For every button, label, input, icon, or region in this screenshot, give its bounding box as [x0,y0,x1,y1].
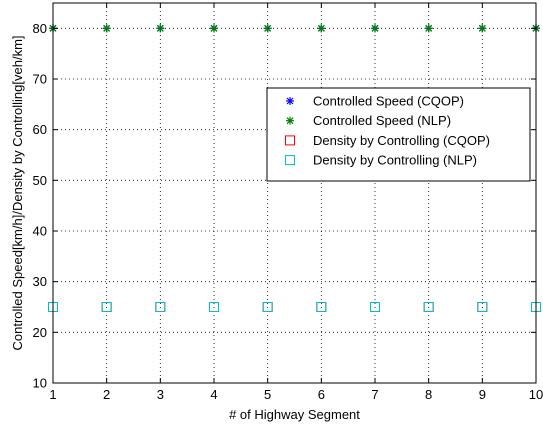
x-tick-label: 2 [103,387,110,402]
y-tick-label: 50 [33,173,47,188]
legend-label-3: Density by Controlling (CQOP) [313,133,490,148]
legend-marker-1 [286,97,294,105]
data-point-s4-6 [316,302,327,312]
x-tick-label: 9 [479,387,486,402]
x-axis-label: # of Highway Segment [229,407,360,422]
plot-background [53,3,536,383]
data-point-s2-4 [210,24,218,33]
data-point-s2-6 [317,24,326,33]
data-point-s4-9 [477,302,488,312]
data-point-s2-2 [102,24,111,33]
x-tick-label: 8 [425,387,432,402]
data-point-s2-3-d2 [156,24,164,32]
y-tick-label: 20 [33,325,47,340]
data-point-s2-5-d2 [264,24,272,32]
legend-box [266,87,531,182]
legend-marker-1-d2 [286,97,294,105]
y-axis-label: Controlled Speed[km/h]/Density by Contro… [10,35,25,350]
data-point-s4-7 [370,302,380,312]
x-tick-label: 1 [49,387,56,402]
data-point-s4-8 [423,302,434,312]
data-point-s4-4 [209,302,219,312]
x-tick-label: 7 [371,387,378,402]
y-tick-label: 70 [33,72,47,87]
legend-marker-4 [285,155,295,166]
data-point-s2-5 [263,24,272,33]
x-tick-label: 4 [210,387,217,402]
data-point-s2-7 [371,24,379,33]
x-tick-label: 3 [157,387,164,402]
data-point-s2-9-d2 [478,24,486,32]
data-point-s4-5 [262,302,273,312]
data-point-s4-2 [101,302,112,312]
data-point-s2-9 [478,24,487,33]
data-point-s2-7-d2 [371,24,379,32]
y-tick-label: 30 [33,274,47,289]
axis-ticks [52,3,537,384]
legend-label-1: Controlled Speed (CQOP) [313,94,464,109]
data-point-s2-4-d2 [210,24,218,32]
x-tick-label: 6 [318,387,325,402]
data-point-s2-3 [156,24,165,33]
data-point-s2-6-d2 [317,24,325,32]
legend-label-4: Density by Controlling (NLP) [313,153,477,168]
legend-marker-3 [285,135,295,146]
data-point-s2-2-d2 [103,24,111,32]
grid-lines [53,3,536,383]
y-tick-label: 40 [33,224,47,239]
x-tick-label: 5 [264,387,271,402]
legend-marker-2 [286,116,294,125]
y-tick-label: 60 [33,122,47,137]
y-tick-label: 80 [33,21,47,36]
tick-labels: 1 2 3 4 5 6 7 8 9 10 10 20 30 40 50 60 70 80 [33,21,543,402]
legend-items: Controlled Speed (CQOP) Controlled Speed … [285,94,490,168]
data-point-s4-3 [155,302,166,312]
legend-label-2: Controlled Speed (NLP) [313,113,451,128]
legend-marker-2-d2 [286,117,294,125]
data-point-s2-8 [424,24,433,33]
y-tick-label: 10 [33,376,47,391]
legend: Controlled Speed (CQOP) Controlled Speed … [266,87,531,182]
x-tick-label: 10 [529,387,543,402]
data-point-s2-8-d2 [425,24,433,32]
plot-frame [52,2,537,384]
